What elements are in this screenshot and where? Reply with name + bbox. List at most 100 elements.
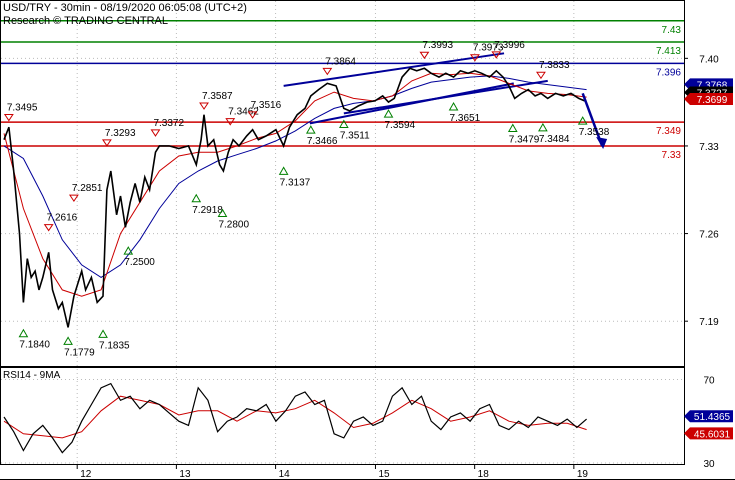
swing-low-marker: [98, 329, 108, 338]
swing-high-label: 7.3973: [473, 43, 504, 54]
swing-low-marker: [278, 166, 289, 175]
rsi-badge-bg: [684, 427, 733, 440]
swing-low-marker: [18, 328, 29, 338]
x-tick-label: 19: [577, 469, 589, 480]
forecast-arrow-line: [581, 92, 604, 147]
swing-low-label: 7.3479: [509, 135, 540, 146]
swing-low-marker: [448, 102, 459, 111]
swing-high-label: 7.3993: [422, 40, 453, 51]
channel-line-upper: [283, 52, 505, 87]
channel-line-mid: [343, 79, 548, 115]
ma-fast-line: [3, 72, 587, 297]
level-lines: 7.43 7.413 7.396 7.349 7.33: [1, 20, 684, 161]
current-price-badge-bg: [684, 93, 733, 106]
swing-low-label: 7.3594: [385, 120, 416, 131]
rsi-y-tick: 70: [703, 375, 715, 386]
price-y-tick: 7.26: [699, 230, 719, 241]
x-tick-label: 18: [478, 469, 490, 480]
swing-high-label: 7.3833: [539, 60, 570, 71]
swing-high-marker: [491, 51, 502, 59]
x-tick-label: 15: [378, 469, 390, 480]
rsi-badge-label: 51.4365: [694, 412, 731, 423]
level-label: 7.413: [656, 46, 681, 57]
swing-low-marker: [305, 125, 316, 134]
swing-high-marker: [68, 194, 79, 203]
swing-high-label: 7.3996: [494, 40, 525, 51]
price-y-tick: 7.33: [699, 142, 719, 153]
swing-low-label: 7.3651: [450, 113, 481, 124]
rsi-badge: 51.4365: [684, 410, 733, 423]
swing-low-label: 7.3538: [579, 127, 610, 138]
price-panel-frame: [0, 0, 685, 367]
x-tick-label: 12: [80, 469, 92, 480]
chart-subtitle: Research © TRADING CENTRAL: [3, 15, 168, 27]
rsi-y-tick: 30: [703, 459, 715, 470]
x-tick-label: 13: [179, 469, 191, 480]
swing-low-marker: [191, 193, 202, 203]
swing-high-label: 7.2851: [72, 183, 103, 194]
swing-markers: 7.3495 7.2616 7.2851 7.3293 7.3372 7.3587 7.34…: [3, 40, 610, 358]
swing-high-label: 7.3462: [228, 107, 259, 118]
price-y-tick: 7.40: [699, 54, 719, 65]
level-label: 7.43: [662, 25, 682, 36]
price-y-tick: 7.19: [699, 317, 719, 328]
swing-low-marker: [507, 123, 518, 133]
swing-low-marker: [538, 122, 548, 132]
level-label: 7.396: [656, 67, 681, 78]
swing-high-marker: [3, 114, 14, 122]
rsi-badge: 45.6031: [684, 427, 733, 440]
rsi-ma-line: [3, 395, 587, 439]
rsi-badge-label: 45.6031: [694, 429, 731, 440]
swing-high-label: 7.2616: [47, 213, 78, 224]
price-line: [3, 67, 585, 328]
x-tick-label: 14: [279, 469, 291, 480]
swing-low-label: 7.3511: [340, 131, 370, 142]
swing-high-label: 7.3372: [153, 118, 184, 129]
gridlines: [1, 1, 684, 464]
current-price-badge: 7.3699: [684, 93, 733, 106]
swing-high-marker: [469, 54, 480, 62]
level-label: 7.349: [656, 126, 681, 137]
level-label: 7.33: [662, 150, 682, 161]
swing-low-marker: [217, 208, 228, 218]
swing-high-marker: [419, 51, 430, 60]
swing-low-label: 7.3466: [307, 136, 338, 147]
rsi-panel-label: RSI14 - 9MA: [3, 370, 61, 381]
swing-low-label: 7.2918: [192, 205, 223, 216]
forecast-arrow-head: [596, 136, 608, 149]
rsi-badge-bg: [684, 410, 733, 423]
swing-low-label: 7.1779: [64, 347, 95, 358]
swing-high-label: 7.3587: [202, 91, 233, 102]
swing-low-marker: [338, 119, 349, 129]
swing-high-marker: [225, 118, 236, 126]
swing-low-label: 7.3137: [280, 177, 311, 188]
swing-low-label: 7.1835: [99, 340, 130, 351]
swing-low-marker: [123, 246, 134, 255]
swing-low-label: 7.3484: [539, 134, 570, 145]
swing-high-label: 7.3516: [251, 100, 282, 111]
rsi-line: [3, 382, 587, 454]
swing-high-marker: [322, 67, 333, 76]
swing-high-label: 7.3293: [105, 128, 136, 139]
swing-high-marker: [247, 111, 258, 119]
series-group: [3, 52, 608, 454]
swing-high-marker: [199, 102, 209, 110]
chart-title: USD/TRY - 30min - 08/19/2020 06:05:08 (U…: [3, 2, 247, 14]
swing-low-label: 7.2800: [218, 220, 249, 231]
axis-labels: 7.19 7.26 7.33 7.40 12 13 14 15 18 19 30 70: [76, 54, 719, 480]
swing-low-marker: [383, 109, 394, 118]
swing-low-label: 7.2500: [124, 257, 155, 268]
rsi-panel-frame: [0, 367, 685, 465]
current-price-badge-label: 7.3699: [697, 95, 728, 106]
swing-low-label: 7.1840: [19, 340, 50, 351]
swing-high-marker: [536, 71, 546, 80]
swing-low-marker: [63, 336, 73, 345]
swing-high-label: 7.3864: [325, 56, 356, 67]
swing-low-marker: [577, 116, 588, 125]
swing-high-marker: [150, 129, 161, 137]
swing-high-marker: [43, 224, 54, 232]
current-price-badge-label: 7.3768: [697, 80, 728, 91]
swing-high-label: 7.3495: [7, 103, 38, 114]
